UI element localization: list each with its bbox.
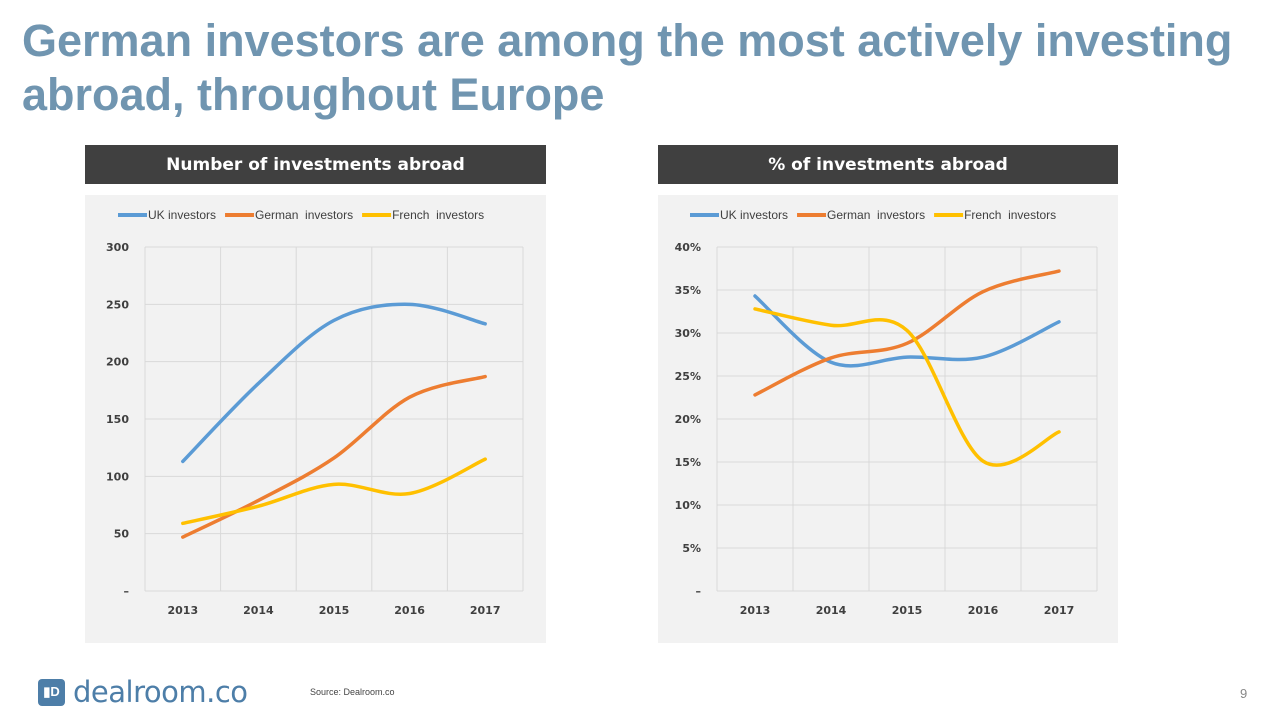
page-number: 9: [1240, 686, 1248, 701]
y-tick-label: 100: [106, 470, 129, 483]
y-tick-label: –: [124, 585, 130, 598]
legend-label: UK investors: [148, 208, 216, 222]
y-tick-label: 5%: [682, 542, 701, 555]
chart-svg: – 50 100 150 200 250 300 2013 2014 2015 2016 2017 UK…: [106, 208, 524, 617]
legend-label: French investors: [964, 208, 1056, 222]
chart-count: – 50 100 150 200 250 300 2013 2014 2015 2016 2017 UK…: [85, 195, 546, 643]
x-tick-label: 2013: [167, 604, 198, 617]
y-tick-label: 10%: [675, 499, 701, 512]
slide-title: German investors are among the most acti…: [22, 15, 1233, 120]
x-tick-label: 2015: [319, 604, 350, 617]
x-tick-label: 2013: [740, 604, 771, 617]
y-tick-label: 20%: [675, 413, 701, 426]
chart-header-percent: % of investments abroad: [658, 145, 1118, 184]
series-line: [181, 457, 487, 526]
chart-svg: – 5% 10% 15% 20% 25% 30% 35% 40% 2013 2014 2015 2016…: [675, 208, 1098, 617]
series-line: [753, 307, 1061, 467]
legend-label: German investors: [255, 208, 353, 222]
x-tick-label: 2016: [394, 604, 425, 617]
y-tick-label: 15%: [675, 456, 701, 469]
chart-header-count: Number of investments abroad: [85, 145, 546, 184]
y-tick-label: 40%: [675, 241, 701, 254]
x-tick-label: 2016: [968, 604, 999, 617]
source-note: Source: Dealroom.co: [310, 687, 395, 697]
y-tick-label: 250: [106, 298, 129, 311]
y-tick-label: 50: [114, 528, 130, 541]
y-tick-label: 35%: [675, 284, 701, 297]
y-tick-label: 30%: [675, 327, 701, 340]
y-tick-label: 25%: [675, 370, 701, 383]
x-tick-label: 2017: [1044, 604, 1075, 617]
dealroom-logo-icon: ▮D: [38, 678, 65, 706]
x-tick-label: 2017: [470, 604, 501, 617]
chart-percent: – 5% 10% 15% 20% 25% 30% 35% 40% 2013 2014 2015 2016…: [658, 195, 1118, 643]
x-tick-label: 2014: [816, 604, 847, 617]
x-tick-label: 2015: [892, 604, 923, 617]
legend-label: German investors: [827, 208, 925, 222]
logo-text: dealroom.co: [73, 675, 248, 709]
series-line: [181, 302, 487, 464]
y-tick-label: 300: [106, 241, 129, 254]
y-tick-label: –: [696, 585, 702, 598]
legend-label: UK investors: [720, 208, 788, 222]
legend-label: French investors: [392, 208, 484, 222]
y-tick-label: 200: [106, 356, 129, 369]
x-tick-label: 2014: [243, 604, 274, 617]
y-tick-label: 150: [106, 413, 129, 426]
dealroom-logo: ▮D dealroom.co: [38, 675, 248, 709]
